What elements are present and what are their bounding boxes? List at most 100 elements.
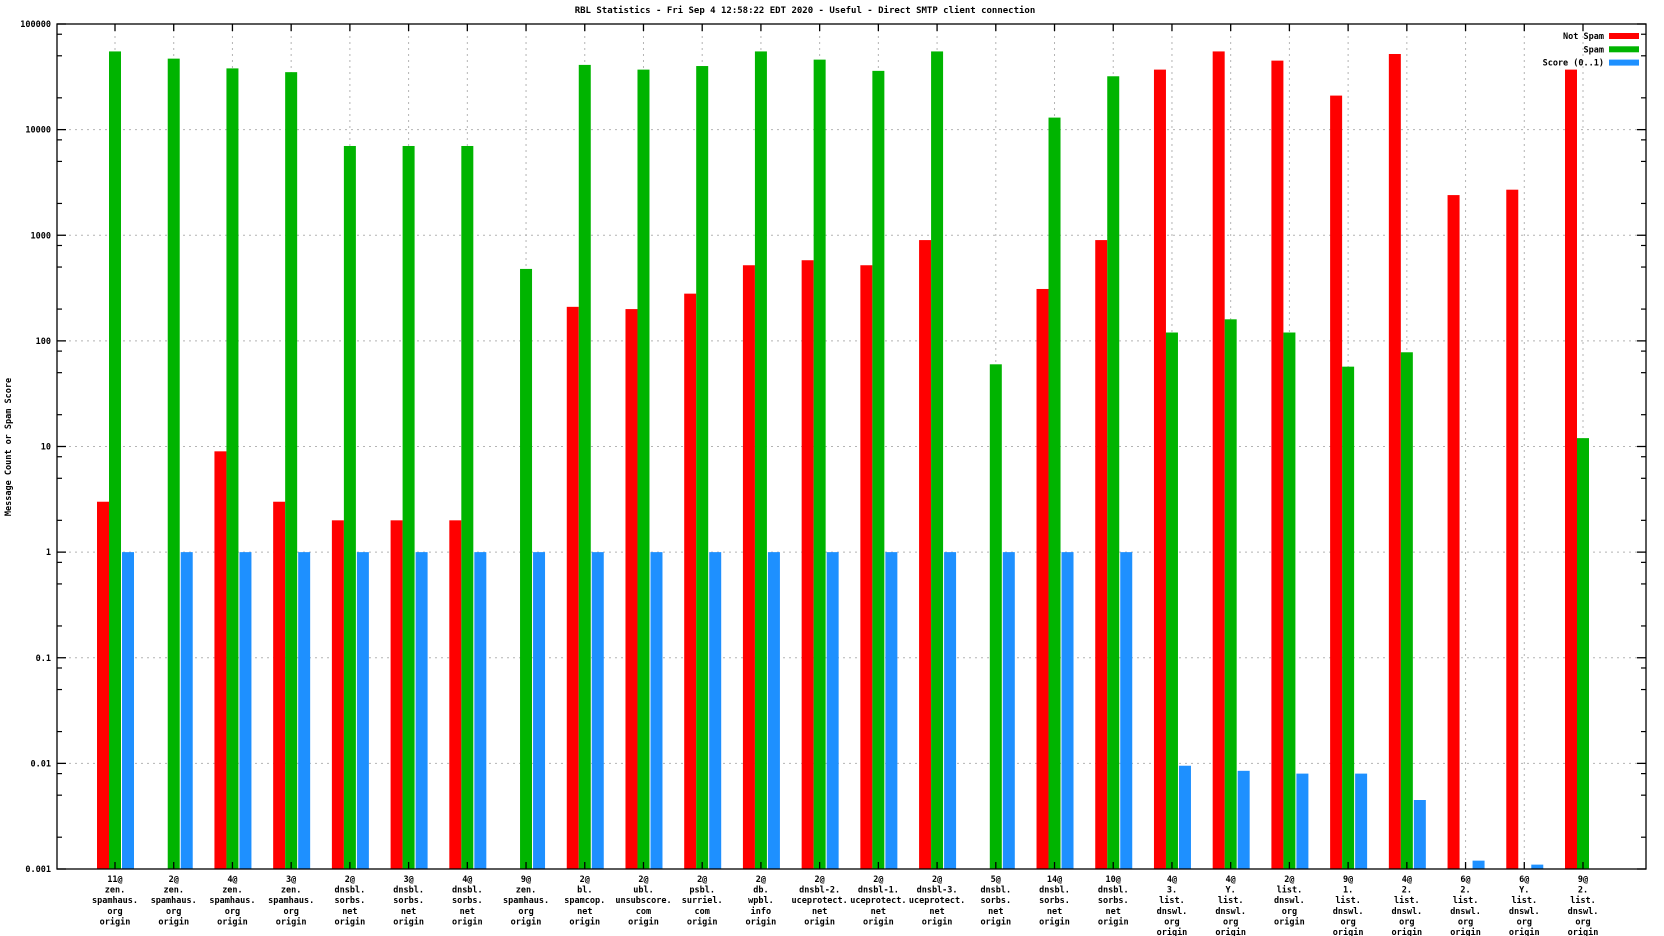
legend-label: Score (0..1) [1543, 59, 1604, 69]
bar-not-spam [1506, 189, 1519, 869]
y-tick-label: 0.1 [36, 654, 51, 664]
legend-label: Not Spam [1563, 32, 1604, 42]
bar-not-spam [1565, 69, 1577, 869]
bar-spam [167, 58, 180, 870]
bar-not-spam [390, 520, 403, 869]
bar-not-spam [1212, 51, 1225, 869]
legend-label: Spam [1584, 45, 1604, 55]
x-category-label: 2@ dnsbl. sorbs. net origin [335, 875, 366, 927]
bar-spam [578, 64, 591, 869]
bar-score [1413, 800, 1426, 869]
bar-not-spam [331, 520, 344, 869]
y-tick-label: 1000 [31, 231, 51, 241]
x-category-label: 14@ dnsbl. sorbs. net origin [1039, 875, 1070, 927]
bar-score [356, 552, 369, 869]
bar-spam [754, 51, 767, 869]
bar-not-spam [919, 240, 932, 869]
x-category-label: 4@ Y. list. dnswl. org origin [1215, 875, 1246, 936]
bar-spam [226, 68, 239, 869]
bar-spam [1165, 332, 1178, 869]
x-category-label: 2@ dnsbl-2. uceprotect. net origin [791, 875, 847, 927]
bar-not-spam [97, 501, 109, 869]
bar-score [180, 552, 193, 869]
bar-not-spam [1153, 69, 1166, 869]
x-category-label: 2@ db. wpbl. info origin [746, 875, 777, 927]
bar-spam [1048, 117, 1061, 870]
bar-score [415, 552, 428, 869]
x-category-label: 4@ 3. list. dnswl. org origin [1157, 875, 1188, 936]
bar-score [709, 552, 722, 869]
bar-spam [1400, 352, 1413, 869]
x-category-label: 11@ zen. spamhaus. org origin [92, 875, 138, 927]
bar-score [1531, 864, 1544, 869]
x-category-label: 2@ bl. spamcop. net origin [564, 875, 605, 927]
bar-spam [520, 268, 533, 869]
legend-swatch [1609, 46, 1639, 53]
x-category-label: 3@ dnsbl. sorbs. net origin [393, 875, 424, 927]
bar-not-spam [449, 520, 462, 869]
bar-not-spam [801, 260, 814, 869]
bar-not-spam [684, 293, 697, 869]
bar-score [1472, 860, 1485, 869]
bar-score [1296, 773, 1309, 869]
bar-not-spam [742, 265, 755, 869]
y-tick-label: 100000 [20, 20, 51, 30]
bar-spam [872, 70, 885, 870]
bar-score [122, 552, 134, 869]
bar-not-spam [566, 306, 579, 869]
y-tick-label: 0.01 [31, 759, 51, 769]
x-category-label: 6@ Y. list. dnswl. org origin [1509, 875, 1540, 936]
x-category-label: 6@ 2. list. dnswl. org origin [1450, 875, 1481, 936]
bar-score [767, 552, 780, 869]
bar-score [944, 552, 957, 869]
bar-score [298, 552, 311, 869]
bar-spam [285, 72, 298, 869]
x-category-label: 10@ dnsbl. sorbs. net origin [1098, 875, 1129, 927]
bar-score [239, 552, 252, 869]
bar-spam [343, 145, 356, 870]
x-category-label: 5@ dnsbl. sorbs. net origin [980, 875, 1011, 927]
bar-spam [1107, 76, 1120, 869]
x-category-label: 9@ zen. spamhaus. org origin [503, 875, 549, 927]
bar-score [1237, 770, 1250, 869]
bar-spam [402, 145, 415, 870]
bar-not-spam [1447, 195, 1460, 869]
x-category-label: 4@ 2. list. dnswl. org origin [1391, 875, 1422, 936]
bar-not-spam [625, 309, 638, 869]
bar-spam [1342, 366, 1355, 869]
legend-swatch [1609, 59, 1639, 66]
bar-spam [637, 69, 650, 869]
bar-not-spam [1388, 53, 1401, 870]
bar-score [1355, 773, 1368, 869]
bar-not-spam [1036, 288, 1049, 869]
legend-swatch [1609, 33, 1639, 39]
bar-score [650, 552, 663, 869]
bar-spam [109, 51, 121, 869]
bar-score [1178, 765, 1191, 869]
bar-score [1120, 552, 1133, 869]
y-tick-label: 10000 [25, 126, 51, 136]
x-category-label: 9@ 2. list. dnswl. org origin [1568, 875, 1599, 936]
bar-not-spam [273, 501, 286, 869]
bar-not-spam [860, 265, 873, 869]
bar-spam [931, 51, 944, 869]
x-category-label: 4@ zen. spamhaus. org origin [209, 875, 255, 927]
bar-spam [696, 66, 709, 869]
x-category-label: 2@ list. dnswl. org origin [1274, 875, 1305, 927]
bar-spam [461, 145, 474, 870]
bar-score [885, 552, 898, 869]
bar-not-spam [214, 451, 227, 869]
bar-score [533, 552, 546, 869]
y-tick-label: 0.001 [25, 865, 51, 875]
x-category-label: 4@ dnsbl. sorbs. net origin [452, 875, 483, 927]
y-tick-label: 10 [41, 443, 51, 453]
x-category-label: 2@ dnsbl-1. uceprotect. net origin [850, 875, 906, 927]
bar-spam [813, 59, 826, 869]
bar-score [1002, 552, 1015, 869]
bar-spam [1577, 438, 1589, 869]
y-tick-label: 100 [36, 337, 51, 347]
bar-not-spam [1330, 95, 1343, 870]
x-category-label: 2@ zen. spamhaus. org origin [151, 875, 197, 927]
